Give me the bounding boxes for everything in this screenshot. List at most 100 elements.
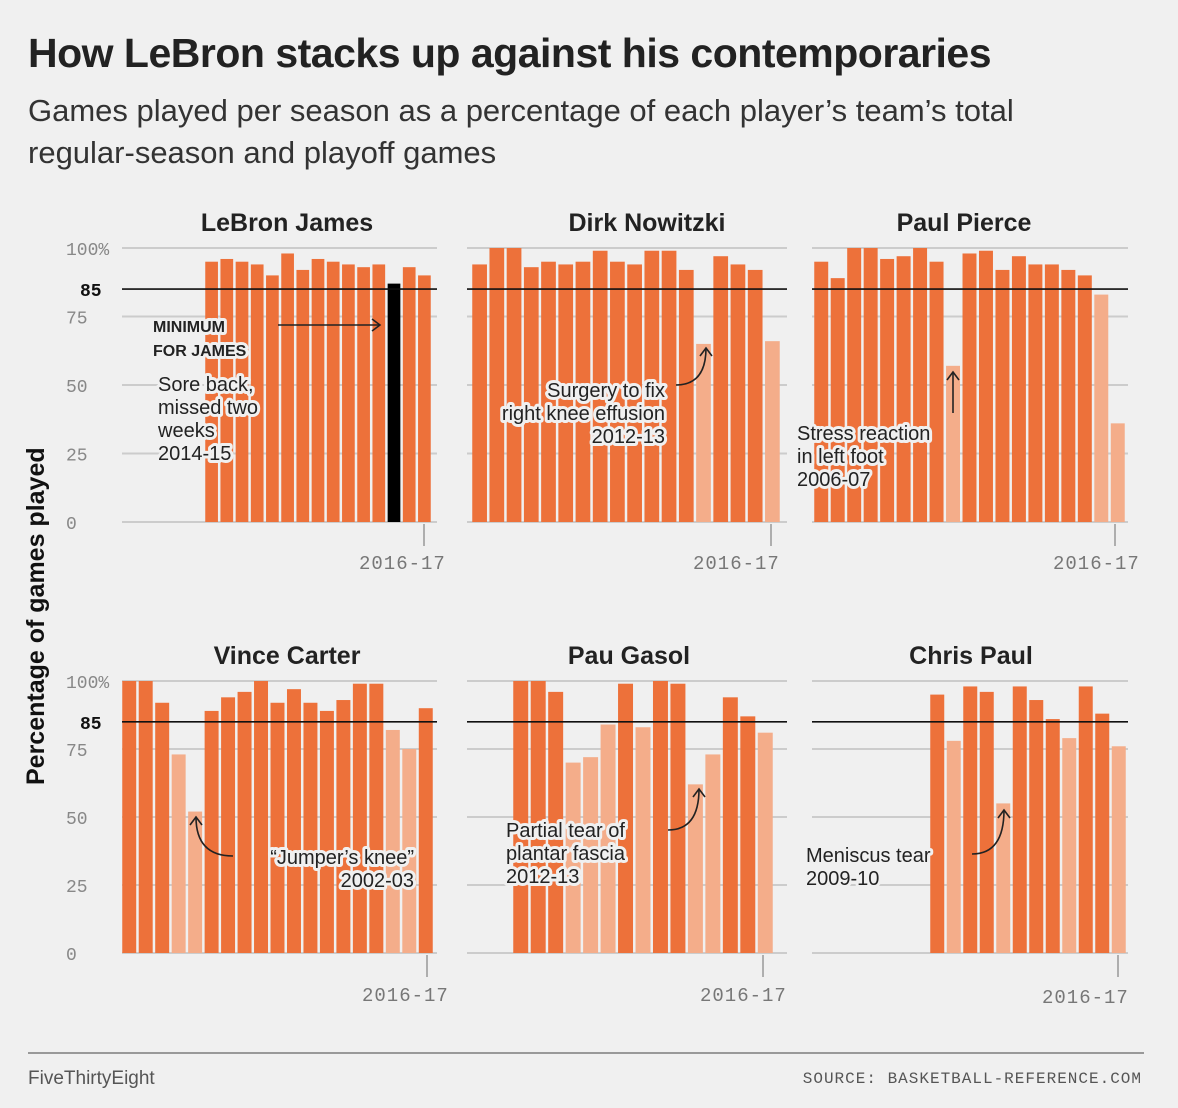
bar-season-2 <box>830 278 845 522</box>
annotation-text: 2014-15 <box>158 443 231 465</box>
panel-vince-carter: 2016-17 Vince Carter 0 25 50 75 100% 85 “Jumper’… <box>66 642 448 1007</box>
small-multiples-chart: 2016-17 LeBron James 0 25 50 75 100% 85 MINIMUM M… <box>66 209 1139 1009</box>
panel-title: Chris Paul <box>909 642 1033 670</box>
bar-season-11 <box>687 784 703 953</box>
annotation-halo: 2006-07 <box>797 469 870 491</box>
bar-season-3 <box>235 261 249 522</box>
bar-season-5 <box>996 803 1011 953</box>
annotation-halo: FOR JAMES <box>153 343 247 360</box>
chart-subtitle: Games played per season as a percentage … <box>28 93 1014 170</box>
bar-season-11 <box>978 250 993 523</box>
bar-season-8 <box>311 258 325 522</box>
annotation-arrow <box>195 816 234 857</box>
annotation-text: 2009-10 <box>806 868 879 890</box>
bar-season-13 <box>1011 256 1026 522</box>
annotation-text: Stress reaction <box>797 423 930 445</box>
bar-season-8 <box>592 250 608 523</box>
bar-season-12 <box>303 702 318 953</box>
bar-season-10 <box>270 702 285 953</box>
bar-season-6 <box>1012 686 1027 953</box>
bar-season-15 <box>1044 264 1059 522</box>
annotation-halo: plantar fascia <box>506 843 626 865</box>
bar-season-4 <box>863 248 878 522</box>
annotation-text: right knee effusion <box>502 403 665 425</box>
annotation-halo: Sore back, <box>158 374 254 396</box>
bar-season-14 <box>1028 264 1043 522</box>
panel-title: Dirk Nowitzki <box>569 209 726 237</box>
threshold-label: 85 <box>80 282 102 302</box>
bar-season-1 <box>122 681 137 953</box>
bar-season-5 <box>541 261 556 522</box>
bar-season-4 <box>250 264 264 522</box>
annotation-text: Meniscus tear <box>806 845 931 867</box>
bar-season-15 <box>418 275 431 522</box>
panel-title: Pau Gasol <box>568 642 690 670</box>
panel-title: Paul Pierce <box>897 209 1032 237</box>
bar-season-3 <box>155 702 170 953</box>
bar-season-18 <box>1094 294 1109 522</box>
annotation-halo: “Jumper’s knee” <box>270 847 414 869</box>
annotation-text: plantar fascia <box>506 843 626 865</box>
bar-season-9 <box>326 261 340 522</box>
bar-season-1 <box>472 264 487 522</box>
bar-season-14 <box>740 716 756 953</box>
annotation-halo: 2012-13 <box>506 866 579 888</box>
y-tick-label: 75 <box>66 742 88 762</box>
annotation-arrowhead <box>371 318 382 332</box>
bar-season-16 <box>730 264 746 522</box>
bar-season-7 <box>221 697 236 953</box>
annotation-text: Partial tear of <box>506 820 625 842</box>
annotation-halo: 2014-15 <box>158 443 231 465</box>
annotation-text: 2002-03 <box>341 870 414 892</box>
bar-season-4 <box>979 691 994 953</box>
panel-title: LeBron James <box>201 209 373 237</box>
annotation-text: “Jumper’s knee” <box>270 847 414 869</box>
season-tick-label: 2016-17 <box>700 985 787 1007</box>
bar-season-19 <box>1110 423 1125 522</box>
bar-season-4 <box>565 762 581 953</box>
bar-season-9 <box>1062 738 1077 953</box>
annotation-halo: Meniscus tear <box>806 845 931 867</box>
bar-season-13 <box>678 269 694 522</box>
y-tick-label: 0 <box>66 946 77 966</box>
bar-season-8 <box>237 691 252 953</box>
annotation-text: Surgery to fix <box>547 380 665 402</box>
bar-season-6 <box>558 264 574 522</box>
annotation-arrowhead <box>997 808 1011 819</box>
annotation-arrowhead <box>189 815 203 826</box>
bar-season-8 <box>929 261 944 522</box>
bar-season-15 <box>713 256 729 522</box>
threshold-label: 85 <box>80 715 102 735</box>
bar-season-15 <box>352 683 367 953</box>
y-tick-label: 100% <box>66 241 109 261</box>
annotation-arrow <box>667 788 700 831</box>
bar-season-19 <box>418 708 433 953</box>
bar-season-1 <box>814 261 829 522</box>
annotation-text: in left foot <box>797 446 884 468</box>
y-tick-label: 25 <box>66 878 88 898</box>
annotation-arrow <box>675 347 707 386</box>
bar-season-6 <box>281 253 294 523</box>
bar-season-12 <box>705 754 721 953</box>
season-tick-label: 2016-17 <box>693 553 780 575</box>
bar-season-2 <box>138 681 153 953</box>
bar-season-13 <box>722 697 738 953</box>
bar-season-4 <box>171 754 186 953</box>
bar-season-2 <box>530 681 546 953</box>
bar-season-13 <box>319 710 334 953</box>
bar-season-12 <box>995 269 1010 522</box>
bar-season-4 <box>523 267 539 522</box>
bar-season-14 <box>402 267 416 522</box>
annotation-arrow <box>971 809 1005 855</box>
bar-season-18 <box>765 341 780 522</box>
bar-season-11 <box>644 250 660 523</box>
bar-season-2 <box>489 248 505 522</box>
bar-season-10 <box>1078 686 1093 953</box>
bar-season-7 <box>575 261 591 522</box>
annotation-text: Sore back, <box>158 374 254 396</box>
annotation-halo: weeks <box>157 420 215 442</box>
